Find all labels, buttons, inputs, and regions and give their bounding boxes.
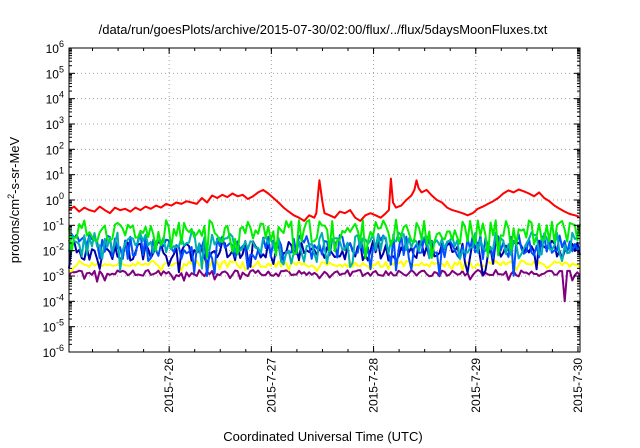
y-tick-label-exponent: 0 [59,191,64,201]
x-tick-label: 2015-7-26 [162,358,176,413]
y-tick-label: 10-3 [43,267,64,284]
y-tick-label-base: 10 [46,67,60,81]
y-tick-label-exponent: 6 [59,39,64,49]
y-tick-label: 10-4 [43,292,64,309]
y-tick-label-base: 10 [46,169,60,183]
y-tick-label: 106 [46,39,64,56]
series-line [68,177,580,222]
y-tick-label: 10-6 [43,343,64,360]
y-tick-label-base: 10 [46,42,60,56]
y-tick-label-exponent: 5 [59,64,64,74]
y-tick-label-base: 10 [43,346,57,360]
y-tick-label: 10-5 [43,318,64,335]
y-axis-label: protons/cm2-s-sr-MeV [6,136,22,263]
y-tick-label: 105 [46,64,64,81]
y-tick-label-exponent: -6 [56,343,64,353]
y-axis: 10-610-510-410-310-210-11001011021031041… [43,39,580,360]
y-tick-label-base: 10 [46,118,60,132]
x-tick-label: 2015-7-29 [469,358,483,413]
y-tick-label: 103 [46,115,64,132]
y-tick-label-base: 10 [43,245,57,259]
y-axis-label-sup: 2 [6,194,16,199]
y-tick-label-base: 10 [43,321,57,335]
y-tick-label-exponent: -3 [56,267,64,277]
y-tick-label-exponent: -2 [56,242,64,252]
y-tick-label: 10-2 [43,242,64,259]
y-tick-label-base: 10 [43,219,57,233]
y-tick-label: 100 [46,191,64,208]
x-tick-label: 2015-7-27 [264,358,278,413]
x-axis-label: Coordinated Universal Time (UTC) [223,429,422,444]
y-tick-label-exponent: -4 [56,292,64,302]
y-tick-label-base: 10 [46,93,60,107]
y-tick-label-base: 10 [46,194,60,208]
y-axis-label-rest: -s-sr-MeV [7,136,22,193]
chart-title: /data/run/goesPlots/archive/2015-07-30/0… [99,22,548,37]
series-line [68,259,581,273]
y-tick-label-exponent: -5 [56,318,64,328]
x-tick-label: 2015-7-30 [571,358,585,413]
y-tick-label: 10-1 [43,216,64,233]
y-tick-label-base: 10 [43,295,57,309]
series-line [68,218,581,260]
x-axis: 2015-7-26 2015-7-27 2015-7-28 2015-7-29 2015… [92,48,585,413]
y-tick-label-base: 10 [46,143,60,157]
series-line [68,230,581,272]
y-tick-label-exponent: -1 [56,216,64,226]
y-tick-label: 102 [46,140,64,157]
y-tick-label: 101 [46,166,64,183]
y-axis-label-base: protons/cm [7,199,22,263]
y-tick-label: 104 [46,90,64,107]
series-line [68,269,581,303]
y-tick-label-base: 10 [43,270,57,284]
series-group [68,177,581,303]
x-tick-label: 2015-7-28 [367,358,381,413]
y-tick-label-exponent: 1 [59,166,64,176]
y-tick-label-exponent: 4 [59,90,64,100]
y-tick-label-exponent: 2 [59,140,64,150]
y-tick-label-exponent: 3 [59,115,64,125]
grid [69,48,580,352]
